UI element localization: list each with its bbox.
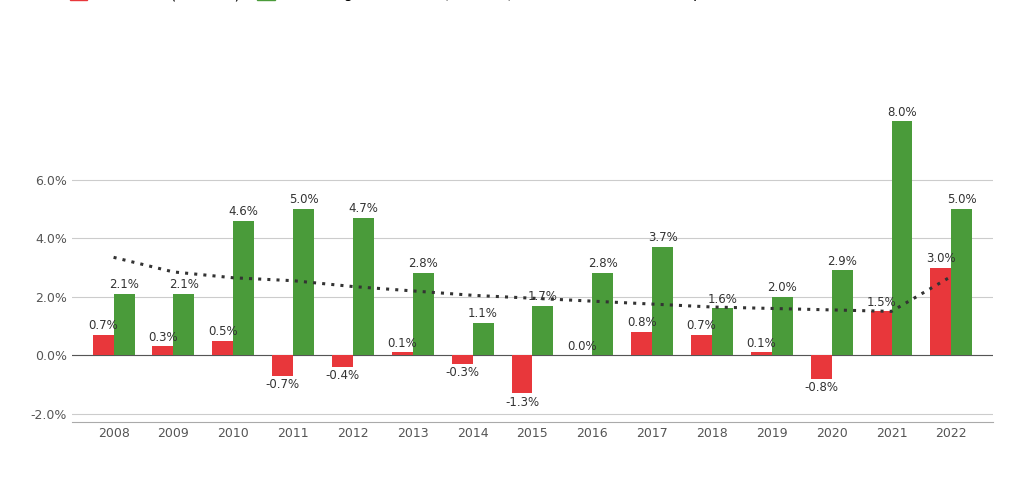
Bar [951, 209, 973, 355]
Bar [811, 355, 831, 379]
Text: 2.1%: 2.1% [169, 278, 199, 291]
Bar [293, 209, 314, 355]
Bar [772, 297, 793, 355]
Bar [413, 274, 434, 355]
Text: 3.7%: 3.7% [648, 231, 678, 244]
Text: 5.0%: 5.0% [947, 193, 977, 206]
Bar [892, 121, 912, 355]
Text: 2.9%: 2.9% [827, 254, 857, 267]
Bar [473, 323, 494, 355]
Bar [751, 352, 772, 355]
Text: 4.7%: 4.7% [348, 202, 378, 215]
Bar [173, 294, 195, 355]
Bar [532, 306, 553, 355]
Legend: Inflazione (12 mesi), Prezii degli immonbili (12 mesi), tasso di interesse ipote: Inflazione (12 mesi), Prezii degli immon… [70, 0, 763, 1]
Text: 3.0%: 3.0% [926, 252, 955, 265]
Text: 0.7%: 0.7% [687, 319, 717, 333]
Text: -0.7%: -0.7% [265, 378, 300, 391]
Text: 0.5%: 0.5% [208, 325, 238, 338]
Text: 0.0%: 0.0% [567, 340, 597, 353]
Text: 5.0%: 5.0% [289, 193, 318, 206]
Bar [691, 335, 712, 355]
Bar [592, 274, 613, 355]
Text: 4.6%: 4.6% [228, 205, 259, 218]
Text: 1.1%: 1.1% [468, 307, 498, 320]
Text: 1.6%: 1.6% [708, 292, 737, 306]
Bar [831, 270, 853, 355]
Bar [353, 218, 374, 355]
Bar [92, 335, 114, 355]
Text: 8.0%: 8.0% [887, 106, 916, 119]
Text: 2.8%: 2.8% [588, 257, 617, 270]
Text: -0.4%: -0.4% [326, 369, 359, 382]
Bar [332, 355, 353, 367]
Text: 2.1%: 2.1% [110, 278, 139, 291]
Text: 1.5%: 1.5% [866, 296, 896, 309]
Text: 2.8%: 2.8% [409, 257, 438, 270]
Text: -0.8%: -0.8% [804, 381, 839, 394]
Text: -0.3%: -0.3% [445, 366, 479, 379]
Bar [153, 347, 173, 355]
Bar [114, 294, 134, 355]
Bar [631, 332, 652, 355]
Text: -1.3%: -1.3% [505, 396, 539, 408]
Text: 0.3%: 0.3% [148, 331, 178, 344]
Bar [272, 355, 293, 376]
Bar [233, 221, 254, 355]
Bar [392, 352, 413, 355]
Bar [512, 355, 532, 393]
Text: 0.1%: 0.1% [387, 337, 417, 350]
Bar [712, 309, 733, 355]
Bar [870, 312, 892, 355]
Text: 0.8%: 0.8% [627, 316, 656, 329]
Bar [212, 341, 233, 355]
Bar [652, 247, 673, 355]
Bar [931, 267, 951, 355]
Text: 2.0%: 2.0% [767, 281, 798, 294]
Text: 1.7%: 1.7% [528, 289, 558, 302]
Text: 0.7%: 0.7% [88, 319, 118, 333]
Bar [452, 355, 473, 364]
Text: 0.1%: 0.1% [746, 337, 776, 350]
